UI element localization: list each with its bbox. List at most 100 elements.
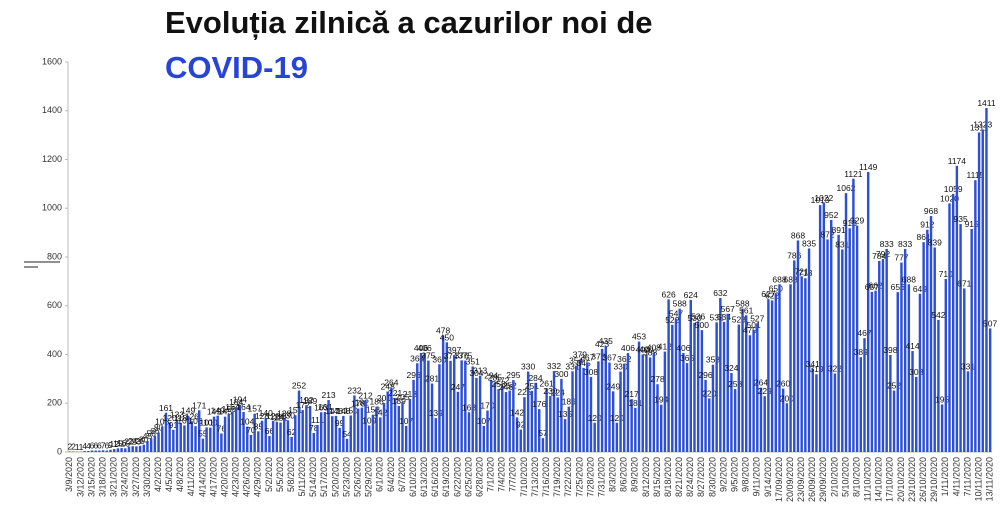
x-tick-label: 17/09/2020 <box>774 457 784 502</box>
bar <box>675 319 677 452</box>
value-label: 139 <box>429 408 443 418</box>
value-label: 835 <box>802 238 816 248</box>
value-label: 1149 <box>859 162 878 172</box>
bar <box>760 388 762 452</box>
value-label: 588 <box>673 299 687 309</box>
bar <box>91 451 93 452</box>
x-tick-label: 8/30/2020 <box>707 457 717 497</box>
bar <box>830 220 832 452</box>
bar <box>453 355 455 452</box>
x-tick-label: 5/26/2020 <box>353 457 363 497</box>
y-tick-label: 200 <box>47 398 62 408</box>
bar <box>848 228 850 452</box>
bar <box>956 166 958 452</box>
x-tick-label: 6/13/2020 <box>419 457 429 497</box>
bar <box>786 403 788 452</box>
bar <box>937 320 939 452</box>
x-tick-label: 3/18/2020 <box>97 457 107 497</box>
x-tick-label: 5/23/2020 <box>341 457 351 497</box>
x-tick-label: 8/6/2020 <box>619 457 629 492</box>
bar <box>745 315 747 452</box>
bar <box>989 328 991 452</box>
value-label: 264 <box>384 378 398 388</box>
bar <box>490 380 492 452</box>
bar <box>800 276 802 452</box>
bar <box>205 427 207 452</box>
x-tick-label: 4/5/2020 <box>164 457 174 492</box>
x-tick-label: 7/10/2020 <box>519 457 529 497</box>
bar <box>398 406 400 452</box>
bar <box>372 415 374 452</box>
bar <box>642 355 644 453</box>
bar <box>557 397 559 452</box>
bar <box>534 383 536 452</box>
x-tick-label: 9/11/2020 <box>752 457 762 496</box>
bar <box>860 357 862 452</box>
bar <box>479 376 481 452</box>
x-tick-label: 5/20/2020 <box>330 457 340 497</box>
bar <box>900 263 902 452</box>
bar <box>131 446 133 452</box>
bar <box>386 392 388 452</box>
x-tick-label: 13/11/2020 <box>985 457 995 501</box>
x-tick-label: 5/2/2020 <box>264 457 274 492</box>
bar <box>83 451 85 452</box>
value-label: 220 <box>702 388 716 398</box>
bar <box>261 421 263 452</box>
bar <box>305 405 307 452</box>
x-tick-label: 5/5/2020 <box>275 457 285 492</box>
x-tick-label: 11/10/2020 <box>863 457 873 501</box>
bar <box>420 353 422 452</box>
value-label: 649 <box>913 284 927 294</box>
value-label: 252 <box>503 381 517 391</box>
bar <box>553 371 555 452</box>
bar <box>486 411 488 452</box>
x-tick-label: 4/23/2020 <box>231 457 241 497</box>
value-label: 194 <box>654 395 668 405</box>
bar <box>216 416 218 452</box>
bar <box>194 426 196 452</box>
y-tick-label: 400 <box>47 349 62 359</box>
bar <box>874 291 876 452</box>
value-label: 929 <box>850 216 864 226</box>
bar <box>778 284 780 452</box>
bar <box>224 417 226 452</box>
bar <box>952 194 954 452</box>
y-tick-label: 1600 <box>42 56 62 66</box>
bar <box>294 415 296 452</box>
bar <box>808 248 810 452</box>
bar <box>856 226 858 452</box>
x-tick-label: 9/14/2020 <box>763 457 773 497</box>
bar <box>338 428 340 452</box>
bar <box>982 130 984 452</box>
bar <box>357 409 359 452</box>
x-tick-label: 8/21/2020 <box>674 457 684 497</box>
x-tick-label: 23/10/2020 <box>907 457 917 502</box>
value-label: 406 <box>621 343 635 353</box>
value-label: 120 <box>588 413 602 423</box>
bar <box>948 203 950 452</box>
y-tick-label: 0 <box>57 446 62 456</box>
y-tick-label: 600 <box>47 300 62 310</box>
value-label: 412 <box>658 342 672 352</box>
bar <box>124 448 126 452</box>
bar <box>409 399 411 452</box>
x-tick-label: 6/16/2020 <box>430 457 440 497</box>
value-label: 278 <box>650 374 664 384</box>
bar <box>564 419 566 452</box>
x-tick-label: 3/30/2020 <box>142 457 152 497</box>
bar <box>549 396 551 452</box>
bar <box>767 299 769 452</box>
bar <box>416 363 418 452</box>
value-label: 322 <box>828 364 842 374</box>
bar <box>250 435 252 452</box>
value-label: 142 <box>373 407 387 417</box>
x-tick-label: 4/20/2020 <box>219 457 229 497</box>
bar <box>120 448 122 452</box>
bar <box>383 403 385 452</box>
bar <box>671 325 673 452</box>
bar <box>579 360 581 452</box>
value-label: 163 <box>462 402 476 412</box>
value-label: 831 <box>835 239 849 249</box>
bar <box>301 410 303 452</box>
